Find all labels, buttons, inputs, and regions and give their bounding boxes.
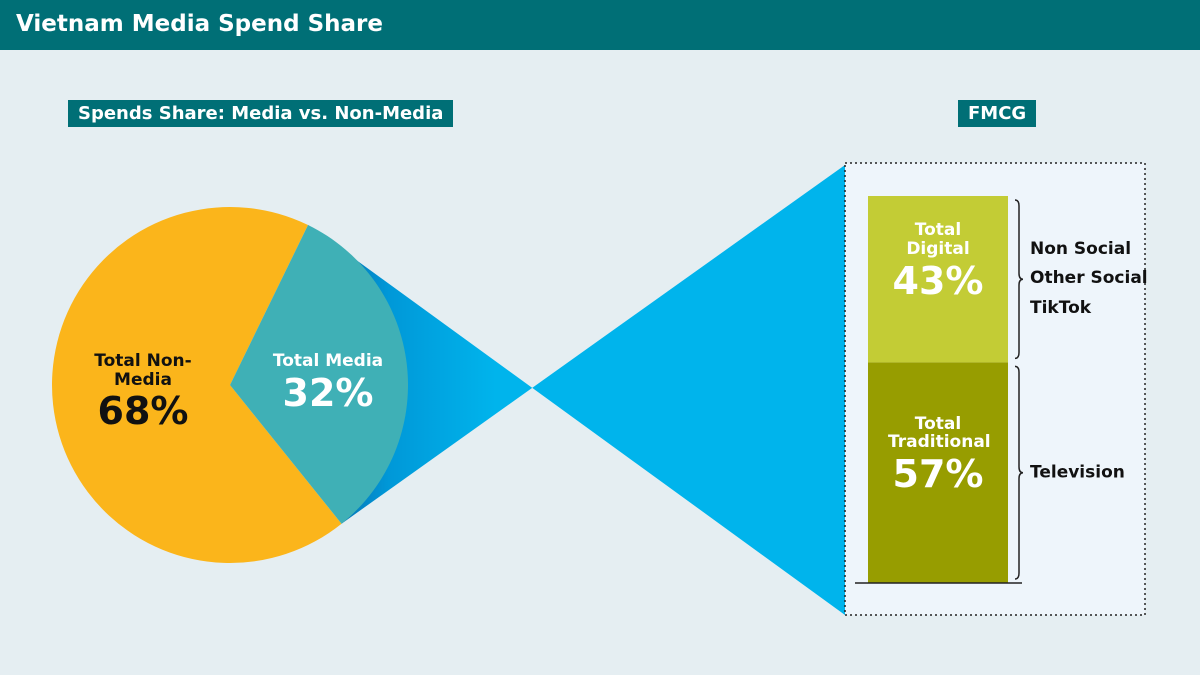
segment-name: Total Traditional (888, 413, 991, 453)
segment-value: 57% (892, 452, 984, 497)
slice-value: 68% (97, 389, 189, 434)
bracket (1014, 365, 1024, 580)
bar-segment (868, 196, 1008, 363)
slice-name: Total Media (272, 351, 384, 371)
bracket (1014, 199, 1024, 360)
zoom-funnel (308, 165, 846, 615)
slice-label: Total Non-Media 68% (83, 352, 203, 433)
segment-label: Total Digital 43% (868, 221, 1008, 302)
segment-value: 43% (892, 258, 984, 303)
breakdown-label: Other Social (1030, 268, 1148, 289)
slice-label: Total Media 32% (268, 352, 388, 414)
pie-slice (52, 207, 342, 563)
breakdown-list: Television (1030, 454, 1150, 491)
pie-slice (230, 225, 409, 524)
breakdown-list: Non Social Other Social TikTok (1030, 231, 1150, 327)
bar-segment (868, 362, 1008, 583)
breakdown-label: Non Social (1030, 239, 1132, 260)
slice-value: 32% (282, 370, 374, 415)
slice-name: Total Non-Media (94, 351, 192, 390)
bar-title: FMCG (958, 100, 1037, 127)
page-title: Vietnam Media Spend Share (16, 11, 383, 37)
segment-label: Total Traditional 57% (868, 413, 1008, 497)
header-bar: Vietnam Media Spend Share (0, 0, 1200, 50)
breakdown-label: TikTok (1030, 297, 1092, 318)
breakdown-label: Television (1030, 462, 1125, 483)
pie-title: Spends Share: Media vs. Non-Media (68, 100, 454, 127)
segment-name: Total Digital (906, 220, 970, 259)
